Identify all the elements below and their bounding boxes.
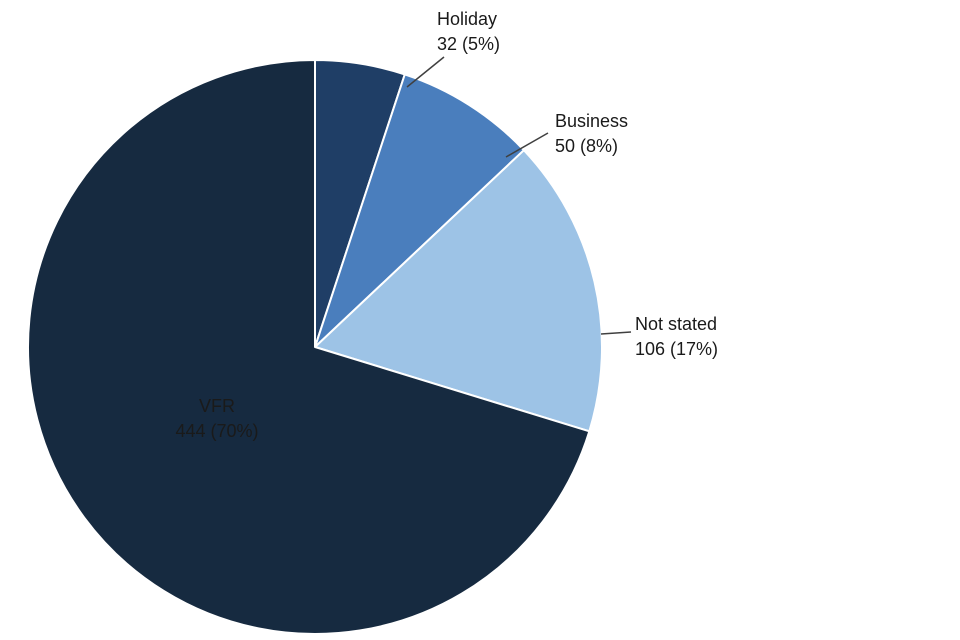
slice-label-name: Holiday: [437, 9, 497, 29]
slice-label-name: VFR: [199, 396, 235, 416]
pie-slice-vfr: [27, 59, 591, 635]
pie-slice-not-stated: [314, 149, 603, 433]
slice-label-value: 50 (8%): [555, 136, 618, 156]
slice-label-value: 32 (5%): [437, 34, 500, 54]
slice-label-name: Business: [555, 111, 628, 131]
slice-label-name: Not stated: [635, 314, 717, 334]
slice-label-holiday: Holiday 32 (5%): [437, 9, 500, 54]
leader-line-business: [505, 132, 549, 158]
slice-label-business: Business 50 (8%): [555, 111, 628, 156]
slice-label-vfr: VFR 444 (70%): [175, 396, 258, 441]
leader-line-not-stated: [600, 331, 632, 335]
slice-label-not-stated: Not stated 106 (17%): [635, 314, 718, 359]
leader-line-holiday: [406, 56, 445, 88]
pie-slice-business: [314, 73, 525, 348]
slice-label-value: 106 (17%): [635, 339, 718, 359]
slice-label-value: 444 (70%): [175, 421, 258, 441]
